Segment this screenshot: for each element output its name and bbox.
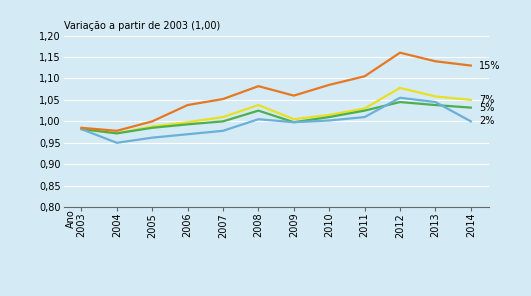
Text: 7%: 7% bbox=[479, 95, 494, 105]
Text: Variação a partir de 2003 (1,00): Variação a partir de 2003 (1,00) bbox=[64, 21, 220, 31]
Text: 15%: 15% bbox=[479, 61, 501, 70]
Text: 5%: 5% bbox=[479, 103, 494, 112]
Text: Ano: Ano bbox=[65, 209, 75, 228]
Text: 2%: 2% bbox=[479, 116, 494, 126]
